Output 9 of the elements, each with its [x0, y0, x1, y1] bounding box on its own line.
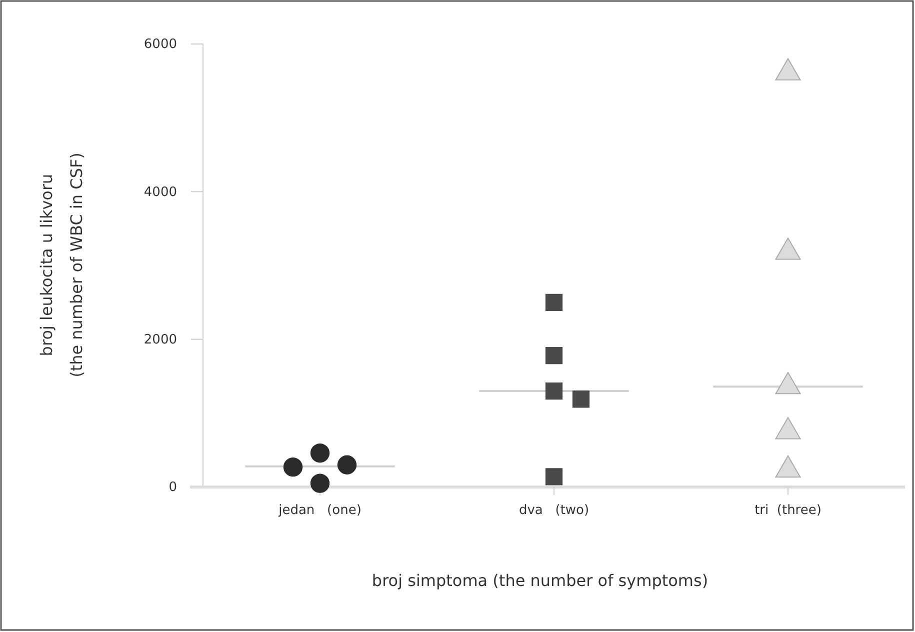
y-tick-label: 2000	[144, 332, 177, 348]
x-tick-label: jedan (one)	[278, 503, 362, 518]
y-tick-label: 4000	[144, 184, 177, 200]
y-tick-label: 6000	[144, 37, 177, 52]
x-tick-label: dva (two)	[518, 503, 590, 518]
x-tick-label: tri (three)	[754, 503, 822, 518]
y-axis-title: broj leukocita u likvoru (the number of WBC in CSF)	[37, 152, 86, 378]
x-axis-title: broj simptoma (the number of symptoms)	[372, 571, 708, 590]
y-tick-label: 0	[168, 480, 177, 496]
